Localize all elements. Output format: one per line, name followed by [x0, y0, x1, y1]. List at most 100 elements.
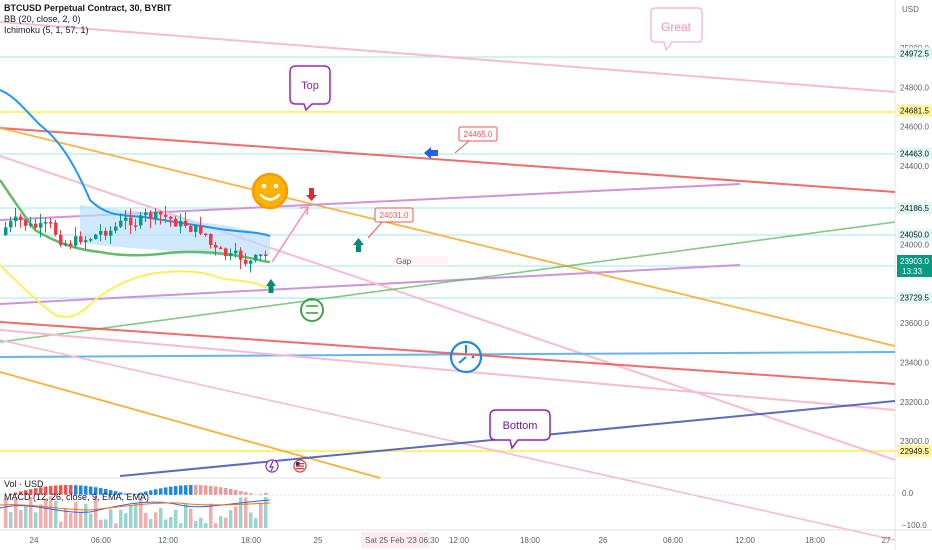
price-axis-unit: USD [902, 5, 919, 14]
level-tag-bg [897, 47, 932, 60]
projection-arrow[interactable] [271, 206, 309, 263]
candle-body [124, 217, 128, 221]
volume-bar [14, 498, 18, 528]
candle-body [94, 234, 98, 240]
candle-body [9, 221, 13, 228]
price-tick-label: 23200.0 [900, 398, 929, 407]
time-axis[interactable]: 24 06:00 12:00 18:00 25 12:00 18:00 26 06:00 12:0… [30, 536, 891, 545]
volume-bar [104, 519, 108, 528]
candle-body [194, 225, 198, 232]
up-arrow-icon [266, 279, 276, 293]
callout-top[interactable]: Top [289, 65, 331, 112]
volume-bar [189, 508, 193, 528]
volume-bar [144, 512, 148, 528]
price-level-tags: 24972.524681.524463.024186.524050.023871… [897, 47, 932, 457]
macd-indicator-label[interactable]: MACD (12, 26, close, 9, EMA, EMA) [4, 492, 150, 502]
macd-histogram-bar [264, 492, 268, 495]
volume-bar [209, 503, 213, 528]
macd-histogram-bar [219, 487, 223, 495]
candle-body [189, 225, 193, 232]
price-callout-24031[interactable]: 24031.0 [367, 207, 414, 239]
price-tick-label: 24800.0 [900, 83, 929, 92]
volume-bar [44, 498, 48, 528]
volume-bar [99, 519, 103, 528]
smiley-face-icon [251, 172, 289, 210]
neutral-face-icon [300, 298, 324, 322]
current-price-value: 23903.0 [900, 257, 929, 266]
down-arrow-icon [306, 188, 317, 201]
gap-label: Gap [396, 257, 412, 266]
bb-indicator-label[interactable]: BB (20, close, 2, 0) [4, 14, 81, 24]
price-axis[interactable]: 25000.024800.024600.024400.024000.023600… [900, 44, 929, 446]
candle-body [204, 233, 208, 236]
current-price-tag: 23903.0 13:33 [897, 255, 932, 277]
callout-great[interactable]: Great [650, 7, 703, 52]
candle-body [4, 227, 8, 235]
candle-body [129, 217, 133, 226]
candle-body [39, 223, 43, 228]
callout-bottom[interactable]: Bottom [489, 409, 551, 450]
price-callout-24465[interactable]: 24465.0 [454, 126, 498, 154]
macd-histogram-bar [184, 485, 188, 495]
volume-bar [214, 523, 218, 528]
macd-histogram-bar [124, 493, 128, 495]
macd-histogram-bar [239, 491, 243, 495]
lightning-event-icon[interactable] [265, 459, 279, 473]
candle-body [264, 254, 268, 256]
callout-great-label: Great [661, 20, 692, 34]
macd-histogram-bar [119, 492, 123, 495]
symbol-title[interactable]: BTCUSD Perpetual Contract, 30, BYBIT [4, 3, 172, 13]
volume-bar [109, 509, 113, 528]
macd-histogram-bar [24, 490, 28, 495]
candle-body [119, 220, 123, 227]
indicator-axis[interactable]: 0.0 −100.0 [902, 489, 927, 530]
candle-body [149, 212, 153, 219]
level-tag-bg [897, 228, 932, 241]
volume-bar [154, 512, 158, 528]
candle-body [169, 216, 173, 219]
macd-line [0, 499, 271, 513]
volume-bar [34, 512, 38, 528]
time-crosshair-label: Sat 25 Feb '23 06:30 [361, 532, 440, 548]
level-tag-label: 24681.5 [900, 107, 929, 116]
volume-bar [204, 523, 208, 528]
level-tag-bg [897, 201, 932, 214]
volume-bar [224, 517, 228, 528]
macd-histogram-bar [84, 485, 88, 495]
volume-bar [54, 500, 58, 528]
candle-body [104, 230, 108, 236]
volume-bar [149, 519, 153, 528]
price-callout-label: 24031.0 [380, 211, 409, 220]
ichimoku-indicator-label[interactable]: Ichimoku (5, 1, 57, 1) [4, 25, 89, 35]
level-tag-label: 24463.0 [900, 150, 929, 159]
volume-bar [89, 513, 93, 528]
price-tick-label: 23400.0 [900, 358, 929, 367]
level-tag-bg [897, 147, 932, 160]
candlesticks[interactable] [4, 205, 268, 273]
us-flag-event-icon[interactable] [293, 459, 307, 473]
volume-bar [9, 512, 13, 528]
volume-bar [264, 496, 268, 528]
volume-bar [244, 497, 248, 528]
price-tick-label: 23000.0 [900, 437, 929, 446]
gap-zone[interactable]: Gap [392, 256, 448, 266]
macd-histogram-bar [204, 485, 208, 495]
candle-body [114, 226, 118, 231]
volume-indicator-label[interactable]: Vol · USD [4, 479, 44, 489]
ichimoku-base-line [0, 179, 271, 264]
macd-histogram-bar [64, 485, 68, 495]
volume-bar [69, 513, 73, 528]
candle-body [74, 236, 78, 246]
macd-histogram-bar [189, 485, 193, 495]
candle-body [64, 243, 68, 246]
macd-histogram-bar [249, 493, 253, 495]
candle-body [69, 243, 73, 246]
trend-lines[interactable] [0, 21, 896, 541]
time-tick-label: 06:00 [91, 536, 112, 545]
volume-bar [179, 523, 183, 528]
time-tick-label: 18:00 [241, 536, 262, 545]
level-tag-label: 23729.5 [900, 294, 929, 303]
horizontal-levels[interactable] [0, 56, 895, 452]
candle-body [254, 254, 258, 261]
